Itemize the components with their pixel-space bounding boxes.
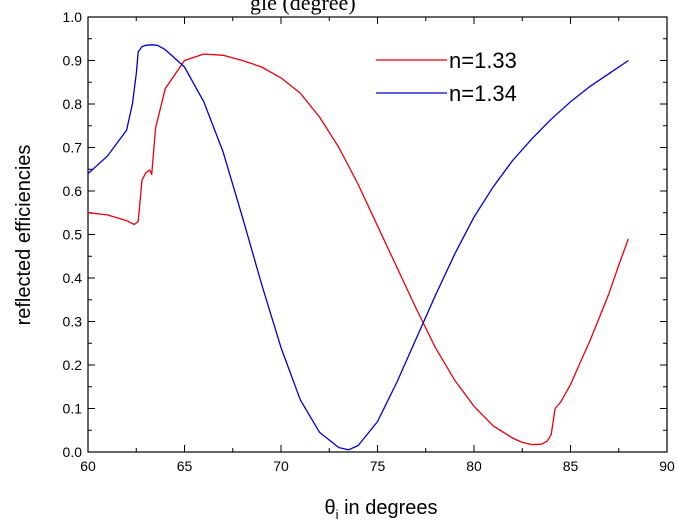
x-tick-label: 80 <box>466 458 482 474</box>
x-tick-label: 75 <box>370 458 386 474</box>
y-tick-label: 0.8 <box>63 96 83 112</box>
y-axis-label: reflected efficiencies <box>13 145 35 326</box>
legend-label-1: n=1.33 <box>449 48 517 73</box>
y-tick-label: 1.0 <box>63 9 83 25</box>
x-tick-label: 60 <box>80 458 96 474</box>
y-tick-label: 0.2 <box>63 357 83 373</box>
x-axis-label: θi in degrees <box>325 497 438 522</box>
caption-fragment: gle (degree) <box>250 0 356 15</box>
plot-frame <box>87 16 668 453</box>
series-line-2 <box>87 44 629 451</box>
x-axis-ticks: 60 65 70 75 80 85 90 <box>80 17 675 474</box>
plot-border <box>87 16 668 453</box>
x-tick-label: 90 <box>659 458 675 474</box>
y-axis-ticks: 0.0 0.1 0.2 0.3 0.4 0.5 0.6 0.7 0.8 0.9 1.0 <box>63 9 667 460</box>
legend-label-2: n=1.34 <box>449 81 517 106</box>
y-tick-label: 0.5 <box>63 227 83 243</box>
x-tick-label: 65 <box>177 458 193 474</box>
x-axis-label-subscript: i <box>336 507 339 522</box>
y-tick-label: 0.7 <box>63 140 83 156</box>
series-layer <box>87 44 630 451</box>
y-tick-label: 0.6 <box>63 183 83 199</box>
y-tick-label: 0.1 <box>63 401 83 417</box>
legend: n=1.33 n=1.34 <box>376 48 517 106</box>
y-tick-label: 0.3 <box>63 314 83 330</box>
x-tick-label: 85 <box>563 458 579 474</box>
x-tick-label: 70 <box>273 458 289 474</box>
x-axis-label-symbol: θ <box>325 497 336 519</box>
y-tick-label: 0.9 <box>63 53 83 69</box>
x-axis-label-rest: in degrees <box>339 497 438 519</box>
y-tick-label: 0.4 <box>63 270 83 286</box>
series-line-1 <box>87 53 630 446</box>
y-tick-label: 0.0 <box>63 444 83 460</box>
